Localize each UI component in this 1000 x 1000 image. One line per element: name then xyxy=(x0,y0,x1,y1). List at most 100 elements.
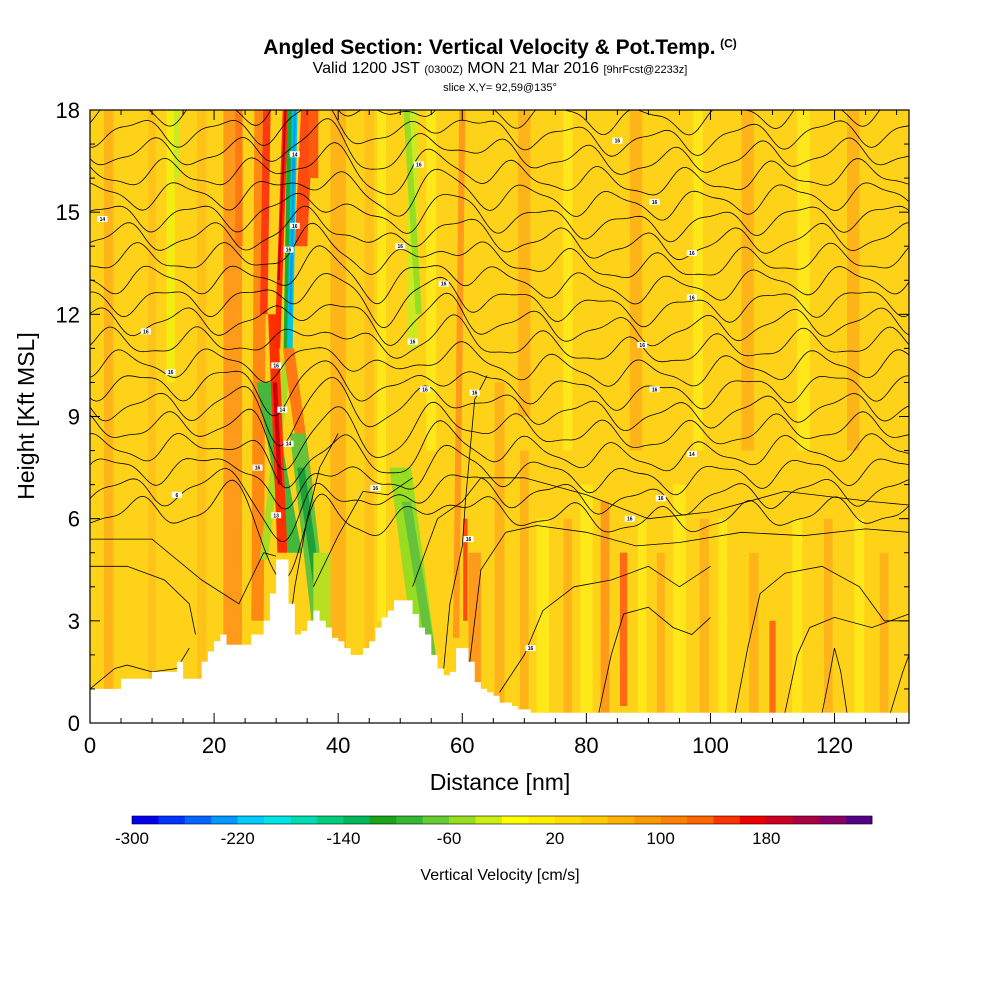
colorbar-swatch xyxy=(766,816,794,824)
theta-label: 16 xyxy=(413,161,424,168)
theta-label: 16 xyxy=(289,222,300,230)
x-tick-label: 120 xyxy=(816,733,853,758)
colorbar-swatch xyxy=(739,816,767,824)
x-tick-label: 100 xyxy=(692,733,729,758)
theta-label: 16 xyxy=(283,246,294,254)
colorbar-swatch xyxy=(317,816,344,824)
velocity-band xyxy=(463,518,468,621)
theta-contour-line xyxy=(90,273,909,329)
velocity-band xyxy=(403,110,422,315)
theta-contour-line xyxy=(90,314,909,363)
theta-label-text: 14 xyxy=(100,217,106,223)
theta-label-text: 16 xyxy=(422,387,428,393)
theta-label: 16 xyxy=(686,294,697,301)
theta-contour-line xyxy=(90,341,909,387)
velocity-band xyxy=(619,552,628,706)
theta-contour-line xyxy=(90,222,909,279)
velocity-band xyxy=(749,552,759,713)
theta-contour-line xyxy=(90,444,909,510)
y-tick-label: 6 xyxy=(68,507,80,532)
theta-label-text: 14 xyxy=(689,452,695,458)
velocity-band xyxy=(600,501,610,713)
velocity-band xyxy=(235,110,243,247)
colorbar-swatch xyxy=(475,816,503,824)
theta-contour-line xyxy=(90,479,909,581)
x-tick-label: 20 xyxy=(202,733,226,758)
theta-label-text: 13 xyxy=(273,513,279,519)
colorbar-swatch xyxy=(713,816,741,824)
y-tick-label: 12 xyxy=(56,302,80,327)
theta-label-text: 16 xyxy=(658,496,664,502)
y-tick-label: 0 xyxy=(68,711,80,736)
theta-label-text: 16 xyxy=(255,466,261,472)
terrain xyxy=(90,559,909,723)
theta-label-text: 16 xyxy=(652,200,658,206)
colorbar-swatch xyxy=(528,816,556,824)
theta-label: 16 xyxy=(612,137,623,145)
colorbar-swatch xyxy=(290,816,318,824)
velocity-band xyxy=(148,110,156,689)
velocity-band xyxy=(272,382,282,485)
chart-title: Angled Section: Vertical Velocity & Pot.… xyxy=(0,0,1000,100)
theta-contour-line xyxy=(734,565,909,713)
theta-label: 13 xyxy=(271,512,282,519)
velocity-band xyxy=(377,110,386,621)
velocity-band xyxy=(637,518,647,713)
velocity-band xyxy=(536,518,550,713)
colorbar-swatch xyxy=(237,816,265,824)
theta-contour-line xyxy=(90,376,909,447)
velocity-band xyxy=(699,518,709,713)
colorbar-swatch xyxy=(132,816,159,824)
theta-contour-line xyxy=(90,420,909,489)
theta-contour-line xyxy=(90,245,909,305)
colorbar-swatch xyxy=(158,816,186,824)
title-suffix: (C) xyxy=(720,36,737,51)
colorbar-swatch xyxy=(634,816,661,824)
colorbar-swatch xyxy=(845,816,873,824)
theta-label: 16 xyxy=(370,485,381,492)
theta-label-text: 16 xyxy=(627,517,633,523)
colorbar-tick-label: 20 xyxy=(545,829,564,848)
valid-fcst: [9hrFcst@2233z] xyxy=(603,64,688,76)
x-axis-label: Distance [nm] xyxy=(430,769,571,795)
velocity-band xyxy=(629,110,643,451)
theta-contour-line xyxy=(90,360,909,417)
velocity-band xyxy=(308,110,319,179)
velocity-band xyxy=(797,110,810,451)
title-main: Angled Section: Vertical Velocity & Pot.… xyxy=(263,36,716,59)
velocity-band xyxy=(854,518,865,713)
theta-contour-line xyxy=(412,477,909,587)
theta-label-text: 16 xyxy=(652,387,658,393)
colorbar: -300 -220 -140 -60 20 100 180 xyxy=(115,815,873,848)
theta-label-text: 16 xyxy=(528,646,534,652)
colorbar-tick-label: 180 xyxy=(752,829,780,848)
y-tick-label: 15 xyxy=(56,200,80,225)
velocity-band xyxy=(563,518,573,713)
theta-label-text: 16 xyxy=(168,370,174,376)
theta-contour-line xyxy=(90,565,196,635)
velocity-band xyxy=(741,110,754,451)
colorbar-swatch xyxy=(607,816,635,824)
theta-label: 16 xyxy=(140,328,151,335)
theta-label: 16 xyxy=(649,198,660,206)
colorbar-swatch xyxy=(581,816,609,824)
velocity-band xyxy=(104,110,114,713)
velocity-band xyxy=(173,110,180,179)
velocity-band xyxy=(277,110,287,281)
theta-label-text: 16 xyxy=(615,139,621,145)
theta-label-text: 16 xyxy=(292,224,298,230)
velocity-band xyxy=(520,450,529,713)
theta-label: 16 xyxy=(420,386,431,393)
colorbar-swatch xyxy=(792,816,820,824)
colorbar-swatch xyxy=(449,816,476,824)
velocity-band xyxy=(401,501,436,655)
theta-contour-line xyxy=(90,118,909,175)
colorbar-tick-label: -220 xyxy=(221,829,255,848)
terrain-mask xyxy=(90,559,909,723)
velocity-band xyxy=(792,518,803,713)
theta-label-text: 14 xyxy=(286,442,292,448)
axis-ticks: 0 20 40 60 80 100 120 0 3 6 9 12 15 18 xyxy=(56,98,909,758)
colorbar-swatch xyxy=(211,816,239,824)
velocity-band xyxy=(879,552,889,713)
